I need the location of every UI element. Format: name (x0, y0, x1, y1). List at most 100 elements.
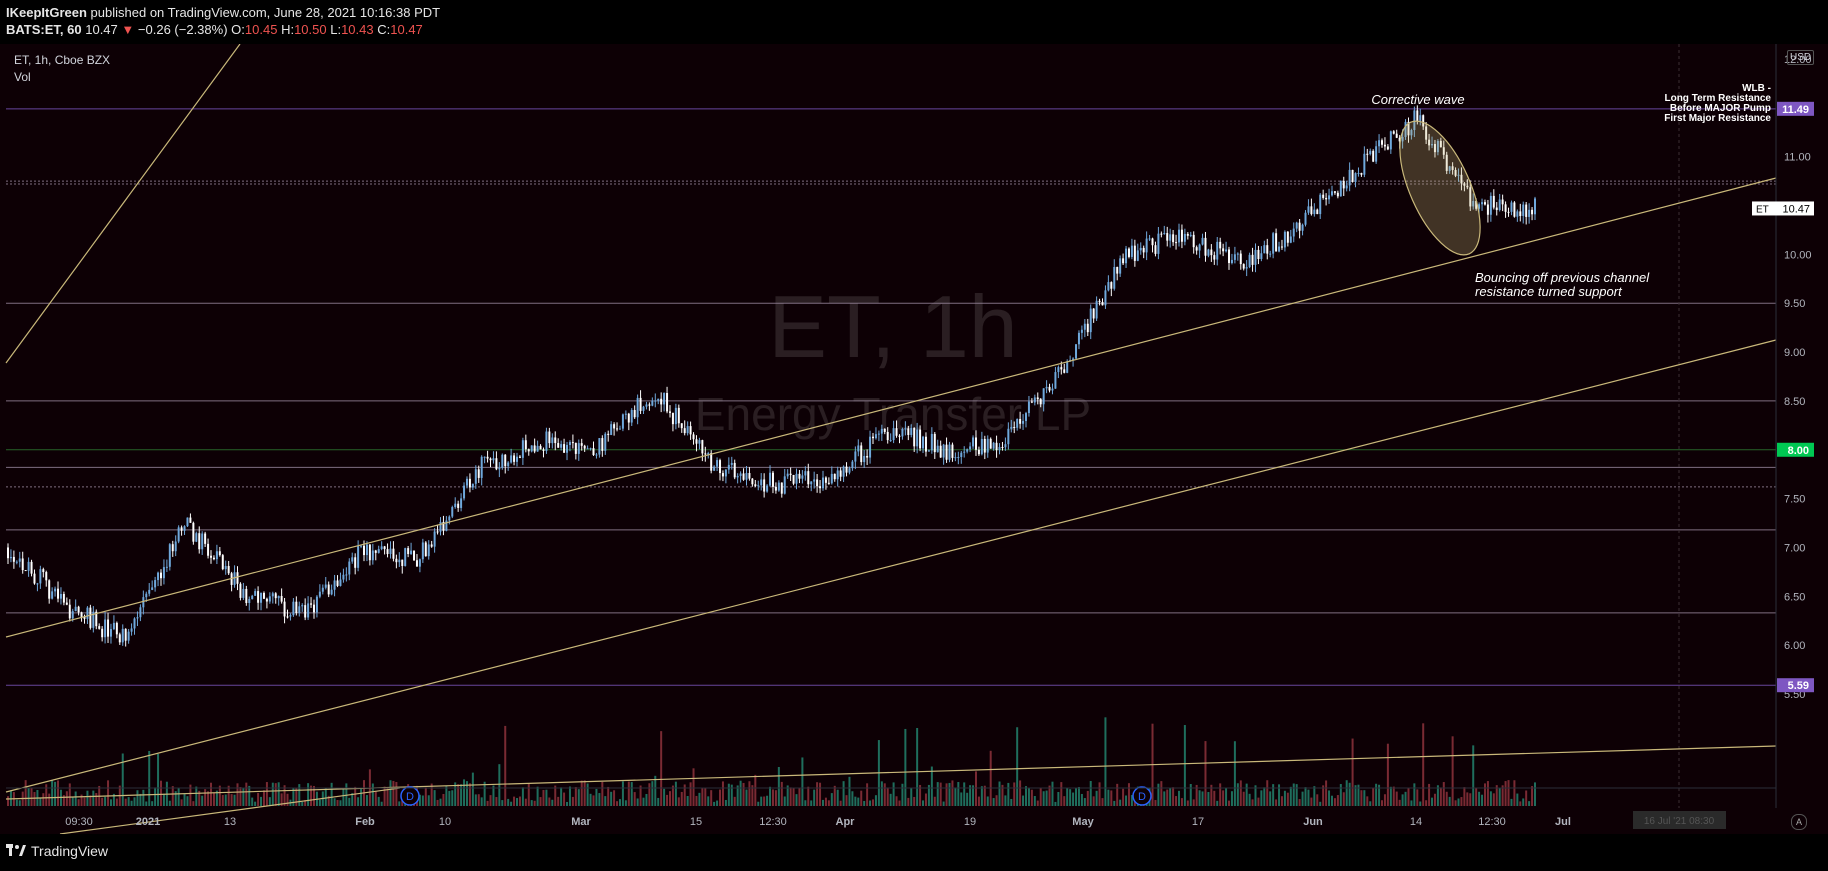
candle-body[interactable] (401, 559, 404, 566)
candle-body[interactable] (810, 481, 813, 485)
candle-body[interactable] (1045, 386, 1048, 389)
candle-body[interactable] (304, 605, 307, 618)
candle-body[interactable] (189, 517, 192, 523)
candle-body[interactable] (1322, 194, 1325, 198)
trend-line[interactable] (5, 177, 1777, 638)
candle-body[interactable] (1466, 185, 1469, 188)
candle-body[interactable] (318, 591, 321, 597)
candle-body[interactable] (1054, 372, 1057, 389)
candle-body[interactable] (1313, 209, 1316, 215)
candle-body[interactable] (204, 533, 207, 544)
candle-body[interactable] (1351, 169, 1354, 182)
candle-body[interactable] (901, 428, 904, 437)
candle-body[interactable] (1357, 173, 1360, 175)
candle-body[interactable] (1089, 308, 1092, 333)
candle-body[interactable] (333, 580, 336, 590)
candle-body[interactable] (1457, 174, 1460, 176)
candle-body[interactable] (1348, 169, 1351, 186)
candle-body[interactable] (504, 454, 507, 467)
candle-body[interactable] (892, 428, 895, 441)
candle-body[interactable] (757, 485, 760, 487)
candle-body[interactable] (124, 628, 127, 641)
candle-body[interactable] (730, 462, 733, 465)
candle-body[interactable] (92, 611, 95, 628)
candle-body[interactable] (686, 426, 689, 434)
candle-body[interactable] (24, 570, 27, 572)
chart-pane[interactable]: ET, 1h Energy Transfer LP Corrective wave… (0, 43, 1828, 835)
candle-body[interactable] (271, 593, 274, 597)
candle-body[interactable] (254, 591, 257, 596)
candle-body[interactable] (577, 443, 580, 454)
candle-body[interactable] (74, 606, 77, 612)
candle-body[interactable] (1375, 146, 1378, 162)
candle-body[interactable] (330, 589, 333, 595)
candle-body[interactable] (610, 424, 613, 435)
tradingview-logo[interactable]: TradingView (6, 843, 108, 859)
candle-body[interactable] (1363, 153, 1366, 175)
candle-body[interactable] (289, 615, 292, 617)
candle-body[interactable] (680, 423, 683, 429)
candle-body[interactable] (421, 542, 424, 560)
candle-body[interactable] (692, 434, 695, 440)
candle-body[interactable] (454, 503, 457, 508)
candle-body[interactable] (248, 599, 251, 603)
candle-body[interactable] (1251, 254, 1254, 265)
candle-body[interactable] (413, 550, 416, 561)
candle-body[interactable] (118, 634, 121, 643)
candle-body[interactable] (716, 460, 719, 467)
candle-body[interactable] (215, 551, 218, 560)
candle-body[interactable] (683, 428, 686, 434)
candle-body[interactable] (671, 412, 674, 425)
candle-body[interactable] (539, 445, 542, 450)
candle-body[interactable] (1233, 254, 1236, 260)
candle-body[interactable] (1522, 204, 1525, 217)
candle-body[interactable] (51, 591, 54, 599)
candle-body[interactable] (283, 601, 286, 617)
candle-body[interactable] (601, 438, 604, 451)
candle-body[interactable] (1354, 173, 1357, 182)
candle-body[interactable] (133, 618, 136, 629)
candle-body[interactable] (471, 483, 474, 488)
trend-line[interactable] (5, 339, 1777, 793)
candle-body[interactable] (1289, 236, 1292, 243)
candle-body[interactable] (201, 533, 204, 550)
candle-body[interactable] (598, 438, 601, 455)
candle-body[interactable] (1328, 195, 1331, 200)
candle-body[interactable] (1119, 258, 1122, 274)
candle-body[interactable] (1316, 209, 1319, 215)
candle-body[interactable] (1136, 250, 1139, 261)
candle-body[interactable] (521, 440, 524, 458)
candle-body[interactable] (277, 596, 280, 599)
candle-body[interactable] (642, 406, 645, 411)
candle-body[interactable] (210, 555, 213, 558)
candle-body[interactable] (1507, 211, 1510, 213)
candle-body[interactable] (380, 546, 383, 550)
candle-body[interactable] (919, 429, 922, 449)
candle-body[interactable] (1239, 253, 1242, 265)
candle-body[interactable] (395, 558, 398, 563)
candle-body[interactable] (1163, 233, 1166, 235)
candle-body[interactable] (736, 475, 739, 478)
candle-body[interactable] (1077, 332, 1080, 345)
candle-body[interactable] (198, 533, 201, 550)
candle-body[interactable] (280, 596, 283, 602)
legend-vol[interactable]: Vol (14, 70, 31, 84)
candle-body[interactable] (345, 574, 348, 576)
candle-body[interactable] (1325, 197, 1328, 200)
candle-body[interactable] (1236, 253, 1239, 255)
candle-body[interactable] (136, 617, 139, 619)
candle-body[interactable] (498, 468, 501, 470)
candle-body[interactable] (1125, 248, 1128, 264)
candle-body[interactable] (139, 607, 142, 618)
candle-body[interactable] (207, 543, 210, 556)
candle-body[interactable] (48, 580, 51, 599)
corrective-wave-ellipse[interactable] (1383, 110, 1496, 266)
candle-body[interactable] (954, 457, 957, 459)
candle-body[interactable] (963, 451, 966, 453)
candle-body[interactable] (980, 438, 983, 455)
candle-body[interactable] (771, 472, 774, 487)
candle-body[interactable] (433, 531, 436, 547)
candle-body[interactable] (257, 591, 260, 603)
candle-body[interactable] (62, 593, 65, 603)
